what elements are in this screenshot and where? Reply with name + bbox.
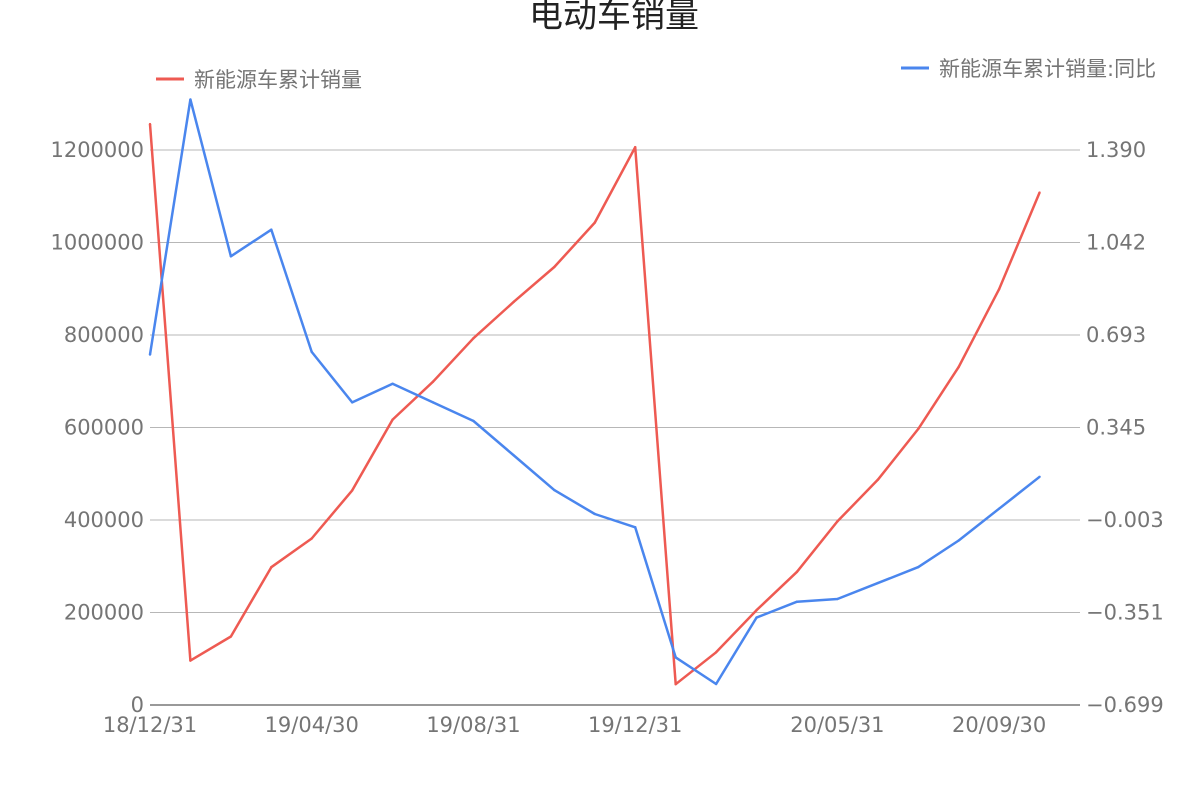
- series-yoy-change: [148, 98, 1041, 686]
- data-point: [148, 122, 152, 126]
- data-point: [270, 565, 273, 569]
- data-point: [634, 146, 637, 149]
- series-lines: [148, 98, 1041, 686]
- data-point: [876, 478, 880, 481]
- data-point: [229, 255, 233, 258]
- data-point: [957, 539, 960, 542]
- x-tick-label: 20/09/30: [952, 713, 1046, 737]
- x-tick-label: 19/08/31: [426, 713, 520, 737]
- data-point: [593, 221, 596, 224]
- legend-right: 新能源车累计销量:同比: [901, 57, 1156, 81]
- legend-left: 新能源车累计销量: [156, 68, 362, 92]
- x-tick-label: 19/12/31: [588, 713, 682, 737]
- data-point: [553, 488, 556, 492]
- left-y-tick-label: 1000000: [50, 231, 144, 255]
- data-point: [189, 659, 192, 662]
- data-point: [553, 265, 556, 269]
- series-line: [148, 98, 1041, 686]
- left-y-tick-label: 400000: [64, 508, 144, 532]
- data-point: [270, 228, 273, 231]
- left-y-tick-label: 0: [131, 693, 144, 717]
- right-y-tick-label: 0.693: [1086, 323, 1146, 347]
- data-point: [593, 512, 596, 516]
- right-y-tick-label: 1.042: [1086, 231, 1146, 255]
- data-point: [917, 565, 920, 569]
- data-point: [795, 570, 799, 573]
- right-y-tick-label: −0.351: [1086, 601, 1164, 625]
- data-point: [714, 651, 718, 654]
- data-point: [836, 520, 839, 523]
- right-y-tick-label: −0.699: [1086, 693, 1164, 717]
- data-point: [957, 365, 960, 369]
- data-point: [997, 507, 1001, 510]
- legend-label-right: 新能源车累计销量:同比: [939, 57, 1156, 81]
- left-y-axis-ticks: 0 200000 400000 600000 800000 1000000 1200000: [50, 138, 144, 717]
- data-point: [755, 608, 758, 612]
- data-point: [795, 600, 799, 603]
- left-y-tick-label: 600000: [64, 416, 144, 440]
- data-point: [350, 489, 354, 492]
- data-point: [836, 597, 839, 601]
- data-point: [229, 635, 233, 638]
- data-point: [391, 382, 394, 385]
- data-point: [634, 526, 637, 529]
- gridlines: [150, 149, 1080, 706]
- series-line: [148, 124, 1041, 686]
- data-point: [755, 616, 758, 619]
- data-point: [512, 454, 516, 457]
- x-tick-label: 20/05/31: [790, 713, 884, 737]
- data-point: [997, 288, 1001, 291]
- data-point: [1038, 191, 1041, 194]
- left-y-tick-label: 800000: [64, 323, 144, 347]
- x-tick-label: 19/04/30: [265, 713, 359, 737]
- data-point: [512, 300, 516, 303]
- data-point: [310, 537, 313, 540]
- data-point: [310, 350, 313, 354]
- x-tick-label: 18/12/31: [103, 713, 197, 737]
- data-point: [674, 656, 677, 659]
- data-point: [917, 427, 920, 431]
- right-y-tick-label: −0.003: [1086, 508, 1164, 532]
- data-point: [148, 353, 152, 356]
- legend-label-left: 新能源车累计销量: [194, 68, 362, 92]
- data-point: [472, 337, 475, 340]
- data-point: [189, 98, 192, 101]
- right-y-tick-label: 0.345: [1086, 416, 1146, 440]
- data-point: [472, 419, 475, 423]
- data-point: [674, 682, 677, 686]
- chart-title: 电动车销量: [529, 0, 699, 36]
- data-point: [391, 418, 394, 421]
- data-point: [431, 401, 435, 404]
- left-y-tick-label: 1200000: [50, 138, 144, 162]
- data-point: [350, 401, 354, 404]
- data-point: [714, 682, 718, 686]
- data-point: [876, 581, 880, 585]
- series-cumulative-sales: [148, 122, 1041, 686]
- right-y-axis-ticks: −0.699 −0.351 −0.003 0.345 0.693 1.042 1.390: [1086, 138, 1164, 717]
- x-axis-ticks: 18/12/31 19/04/30 19/08/31 19/12/31 20/05/31…: [103, 713, 1046, 737]
- left-y-tick-label: 200000: [64, 601, 144, 625]
- right-y-tick-label: 1.390: [1086, 138, 1146, 162]
- data-point: [1038, 475, 1041, 478]
- data-point: [431, 380, 435, 383]
